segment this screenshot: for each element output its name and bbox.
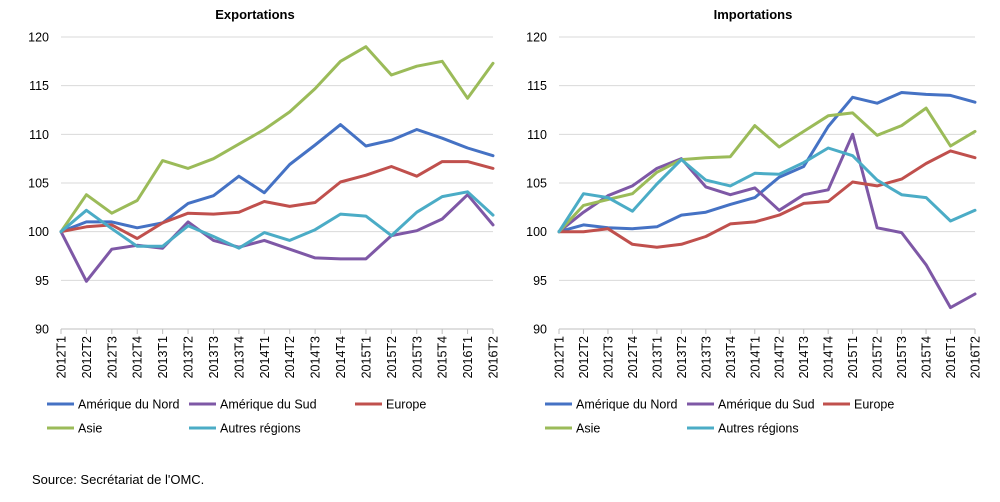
series-line-asie [557, 106, 977, 234]
x-tick-label: 2015T2 [871, 336, 885, 378]
x-tick-label: 2015T1 [359, 336, 373, 378]
legend-label: Amérique du Nord [576, 398, 677, 412]
legend-label: Amérique du Sud [718, 398, 815, 412]
legend-item-amerique-du-sud: Amérique du Sud [189, 398, 317, 412]
y-tick-label: 90 [533, 323, 547, 337]
x-tick-label: 2012T4 [626, 336, 640, 378]
series-line-amerique-du-nord [59, 123, 495, 234]
series-line-autres-regions [59, 190, 495, 250]
series-line-amerique-du-nord [557, 91, 977, 234]
series-line-asie [59, 45, 495, 234]
x-tick-label: 2014T1 [258, 336, 272, 378]
x-tick-label: 2012T3 [105, 336, 119, 378]
chart-title: Importations [714, 7, 793, 22]
y-tick-label: 120 [28, 31, 49, 45]
x-tick-label: 2012T2 [577, 336, 591, 378]
x-tick-label: 2014T3 [797, 336, 811, 378]
x-tick-label: 2013T3 [699, 336, 713, 378]
legend-item-asie: Asie [545, 422, 600, 436]
x-tick-label: 2012T4 [131, 336, 145, 378]
legend-label: Europe [854, 398, 894, 412]
legend-label: Autres régions [718, 422, 799, 436]
chart-panel-exportations: Exportations 90 95 100 105 110 115 120 2012T1 201… [28, 7, 500, 436]
x-tick-label: 2015T4 [920, 336, 934, 378]
x-tick-label: 2016T2 [487, 336, 501, 378]
x-tick-label: 2015T1 [846, 336, 860, 378]
x-tick-label: 2015T3 [895, 336, 909, 378]
y-tick-label: 90 [35, 323, 49, 337]
y-tick-label: 120 [526, 31, 547, 45]
x-tick-label: 2013T1 [650, 336, 664, 378]
y-tick-label: 100 [28, 225, 49, 239]
y-tick-label: 105 [526, 177, 547, 191]
x-tick-label: 2013T1 [156, 336, 170, 378]
x-tick-label: 2012T1 [553, 336, 567, 378]
x-tick-label: 2014T4 [822, 336, 836, 378]
x-tick-label: 2014T4 [334, 336, 348, 378]
legend-item-autres-regions: Autres régions [189, 422, 301, 436]
series-line-europe [59, 160, 495, 240]
y-tick-label: 110 [29, 128, 49, 142]
x-tick-label: 2012T1 [55, 336, 69, 378]
series-line-europe [557, 149, 977, 249]
x-tick-label: 2013T3 [207, 336, 221, 378]
x-tick-label: 2014T3 [309, 336, 323, 378]
x-tick-label: 2016T1 [461, 336, 475, 378]
series-line-autres-regions [557, 146, 977, 234]
series-line-amerique-du-sud [59, 193, 495, 283]
x-tick-label: 2013T2 [182, 336, 196, 378]
y-tick-label: 95 [533, 274, 547, 288]
x-tick-label: 2012T2 [80, 336, 94, 378]
x-tick-label: 2016T1 [944, 336, 958, 378]
x-tick-label: 2013T4 [232, 336, 246, 378]
legend-item-europe: Europe [823, 398, 894, 412]
legend-item-europe: Europe [355, 398, 426, 412]
legend-item-asie: Asie [47, 422, 102, 436]
legend-label: Asie [78, 422, 102, 436]
x-tick-label: 2013T4 [724, 336, 738, 378]
x-tick-label: 2013T2 [675, 336, 689, 378]
y-tick-label: 95 [35, 274, 49, 288]
x-tick-label: 2016T2 [969, 336, 983, 378]
legend-label: Asie [576, 422, 600, 436]
y-tick-label: 105 [28, 177, 49, 191]
legend-item-amerique-du-nord: Amérique du Nord [47, 398, 179, 412]
legend-label: Amérique du Sud [220, 398, 317, 412]
legend-label: Amérique du Nord [78, 398, 179, 412]
x-tick-label: 2015T4 [436, 336, 450, 378]
series-line-amerique-du-sud [557, 132, 977, 310]
x-tick-label: 2014T2 [283, 336, 297, 378]
y-tick-label: 115 [29, 79, 49, 93]
legend-item-amerique-du-nord: Amérique du Nord [545, 398, 677, 412]
x-tick-label: 2014T2 [773, 336, 787, 378]
x-tick-label: 2012T3 [601, 336, 615, 378]
legend-item-amerique-du-sud: Amérique du Sud [687, 398, 815, 412]
legend-item-autres-regions: Autres régions [687, 422, 799, 436]
x-tick-label: 2015T3 [410, 336, 424, 378]
x-tick-label: 2015T2 [385, 336, 399, 378]
source-note: Source: Secrétariat de l'OMC. [32, 472, 205, 487]
x-tick-label: 2014T1 [748, 336, 762, 378]
y-tick-label: 100 [526, 225, 547, 239]
legend-label: Autres régions [220, 422, 301, 436]
chart-title: Exportations [215, 7, 294, 22]
legend-label: Europe [386, 398, 426, 412]
y-tick-label: 115 [527, 79, 547, 93]
chart-panel-importations: Importations 90 95 100 105 110 115 120 2012T1 201… [526, 7, 982, 436]
y-tick-label: 110 [527, 128, 547, 142]
